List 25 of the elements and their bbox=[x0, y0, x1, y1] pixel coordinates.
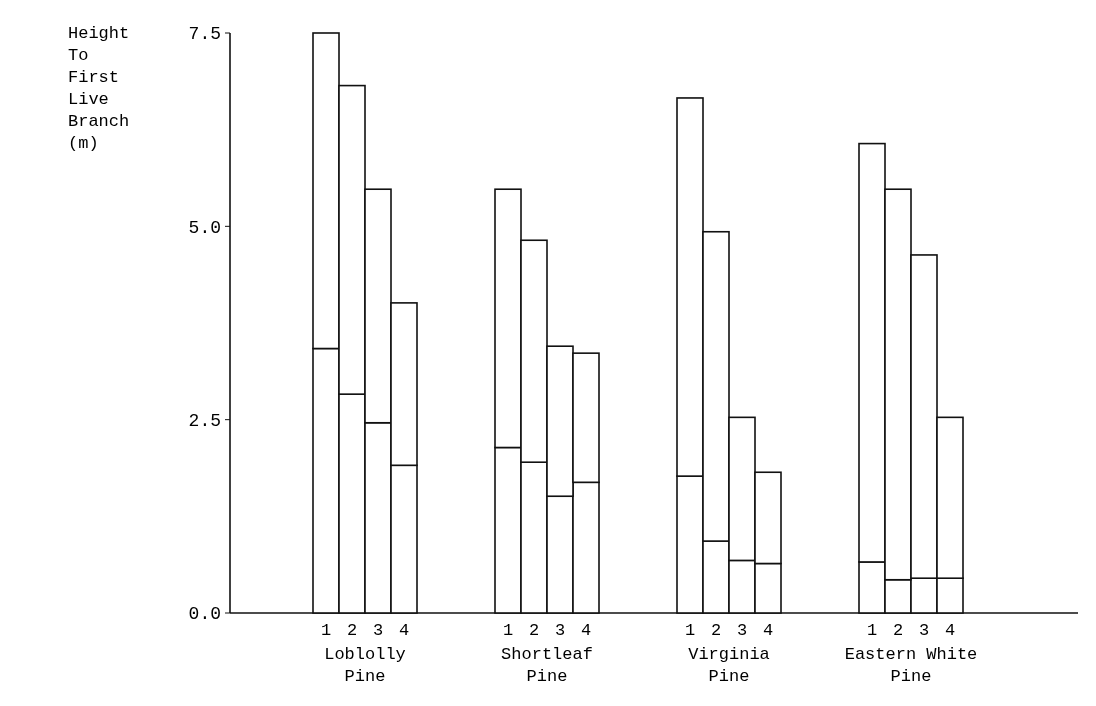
x-tick-label: 3 bbox=[918, 621, 930, 640]
x-tick-label: 2 bbox=[346, 621, 358, 640]
x-tick-label: 2 bbox=[528, 621, 540, 640]
x-tick-label: 3 bbox=[554, 621, 566, 640]
x-tick-label: 1 bbox=[866, 621, 878, 640]
text: Eastern White Pine bbox=[844, 645, 978, 686]
x-tick-label: 2 bbox=[710, 621, 722, 640]
y-tick-label: 7.5 bbox=[188, 24, 221, 45]
y-tick-label: 2.5 bbox=[188, 410, 221, 431]
x-tick-label: 4 bbox=[762, 621, 774, 640]
x-tick-label: 1 bbox=[502, 621, 514, 640]
y-tick-label: 0.0 bbox=[188, 604, 221, 625]
x-tick-label: 4 bbox=[580, 621, 592, 640]
y-axis-title: Height To First Live Branch (m) bbox=[68, 24, 130, 153]
x-tick-label: 3 bbox=[736, 621, 748, 640]
x-tick-label: 1 bbox=[684, 621, 696, 640]
text: Loblolly Pine bbox=[324, 645, 406, 686]
x-tick-label: 4 bbox=[944, 621, 956, 640]
x-tick-label: 1 bbox=[320, 621, 332, 640]
y-tick-label: 5.0 bbox=[188, 217, 221, 238]
x-tick-label: 3 bbox=[372, 621, 384, 640]
x-tick-label: 2 bbox=[892, 621, 904, 640]
text: Virginia Pine bbox=[688, 645, 770, 686]
x-tick-label: 4 bbox=[398, 621, 410, 640]
text: Shortleaf Pine bbox=[501, 645, 593, 686]
